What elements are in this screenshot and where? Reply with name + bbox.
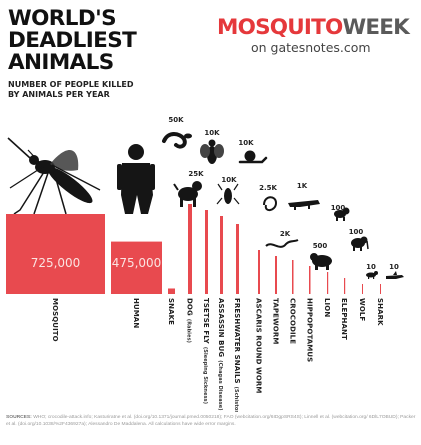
- category-label-elephant: ELEPHANT: [340, 298, 348, 340]
- value-label-wolf: 10: [366, 263, 376, 271]
- bar-snake: [168, 288, 175, 294]
- bar-elephant: [344, 278, 346, 294]
- bar-assassin-bug: [220, 216, 223, 294]
- value-label-assassin-bug: 10K: [221, 176, 237, 184]
- title-line-3: ANIMALS: [8, 50, 114, 75]
- bar-freshwater-snails: [236, 224, 239, 294]
- roundworm-icon: [263, 196, 278, 211]
- category-label-crocodile: CROCODILE: [288, 298, 296, 344]
- value-label-tsetse-fly: 10K: [204, 129, 220, 137]
- bar-shark: [380, 284, 381, 294]
- value-label-elephant: 100: [349, 228, 364, 236]
- bar-crocodile: [292, 260, 294, 294]
- mosquito-icon: [7, 137, 101, 215]
- category-sub-assassin-bug: (Chagas Disease): [217, 360, 223, 410]
- brand-site: on gatesnotes.com: [251, 40, 371, 55]
- value-label-tapeworm: 2K: [280, 230, 291, 238]
- brand-wordmark: MOSQUITOWEEK: [217, 15, 410, 40]
- category-sub-dog: (Rabies): [186, 319, 192, 343]
- value-label-dog: 25K: [188, 170, 204, 178]
- value-label-crocodile: 1K: [297, 182, 308, 190]
- category-label-wolf: WOLF: [358, 298, 366, 321]
- category-label-freshwater-snails: FRESHWATER SNAILS(Schistosomiasis): [233, 298, 241, 412]
- category-label-hippopotamus: HIPPOPOTAMUS: [305, 298, 313, 362]
- bar-wolf: [362, 284, 363, 294]
- bar-hippopotamus: [309, 266, 311, 294]
- sources-text: WHO; crocodile-attack.info; Kasturiratne…: [6, 415, 416, 427]
- value-label-ascaris-round-worm: 2.5K: [259, 184, 277, 192]
- bar-dog: [188, 204, 192, 294]
- category-sub-tsetse-fly: (Sleeping Sickness): [202, 347, 208, 404]
- category-label-tapeworm: TAPEWORM: [272, 298, 280, 344]
- snake-icon: [162, 132, 192, 149]
- subtitle-line-1: NUMBER OF PEOPLE KILLED: [8, 80, 134, 89]
- category-label-tsetse-fly: TSETSE FLY(Sleeping Sickness): [202, 298, 210, 404]
- subtitle-line-2: BY ANIMALS PER YEAR: [8, 90, 110, 99]
- tapeworm-icon: [265, 239, 299, 248]
- category-label-shark: SHARK: [376, 298, 384, 326]
- brand-wordmark-week: WEEK: [342, 15, 409, 40]
- elephant-icon: [351, 236, 369, 251]
- hippopotamus-icon: [310, 253, 332, 270]
- value-label-mosquito: 725,000: [31, 256, 81, 270]
- assassin-bug-icon: [216, 183, 240, 205]
- bar-lion: [327, 272, 329, 294]
- title-line-1: WORLD'S: [8, 6, 117, 31]
- bar-tsetse-fly: [205, 210, 208, 294]
- brand-wordmark-mosquito: MOSQUITO: [217, 15, 343, 40]
- value-label-lion: 100: [331, 204, 346, 212]
- value-label-hippopotamus: 500: [313, 242, 328, 250]
- value-label-freshwater-snails: 10K: [238, 139, 254, 147]
- shark-icon: [386, 271, 404, 279]
- bar-tapeworm: [275, 256, 277, 294]
- category-label-human: HUMAN: [132, 298, 140, 328]
- bar-ascaris-round-worm: [258, 250, 260, 294]
- dog-icon: [173, 181, 202, 207]
- bar-mosquito: [6, 214, 105, 294]
- wolf-icon: [366, 271, 378, 279]
- bar-human: [111, 241, 162, 294]
- category-label-lion: LION: [323, 298, 331, 317]
- category-label-dog: DOG(Rabies): [186, 298, 194, 343]
- brand-logo: MOSQUITOWEEK on gatesnotes.com: [217, 15, 410, 56]
- tsetse-fly-icon: [200, 139, 224, 164]
- sources-note: SOURCES: WHO; crocodile-attack.info; Kas…: [6, 414, 416, 428]
- category-label-ascaris-round-worm: ASCARIS ROUND WORM: [255, 298, 263, 393]
- category-sub-freshwater-snails: (Schistosomiasis): [233, 387, 239, 412]
- deadliest-animals-chart: 725,000 475,000 50K 25K 10K 10K 10K 2.5K 2K 1K 500…: [6, 116, 404, 412]
- value-label-shark: 10: [389, 263, 399, 271]
- human-icon: [117, 144, 155, 214]
- category-label-mosquito: MOSQUITO: [51, 298, 59, 342]
- title-block: WORLD'S DEADLIEST ANIMALS NUMBER OF PEOP…: [8, 6, 137, 100]
- crocodile-icon: [288, 200, 320, 210]
- snail-icon: [238, 150, 268, 164]
- lion-icon: [334, 207, 350, 221]
- sources-label: SOURCES:: [6, 415, 32, 420]
- title-line-2: DEADLIEST: [8, 28, 137, 53]
- value-label-human: 475,000: [112, 256, 162, 270]
- category-label-snake: SNAKE: [167, 298, 175, 325]
- category-label-assassin-bug: ASSASSIN BUG(Chagas Disease): [217, 298, 225, 411]
- value-label-snake: 50K: [168, 116, 184, 124]
